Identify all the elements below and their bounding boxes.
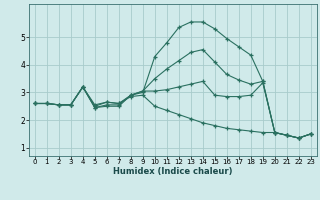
X-axis label: Humidex (Indice chaleur): Humidex (Indice chaleur): [113, 167, 233, 176]
